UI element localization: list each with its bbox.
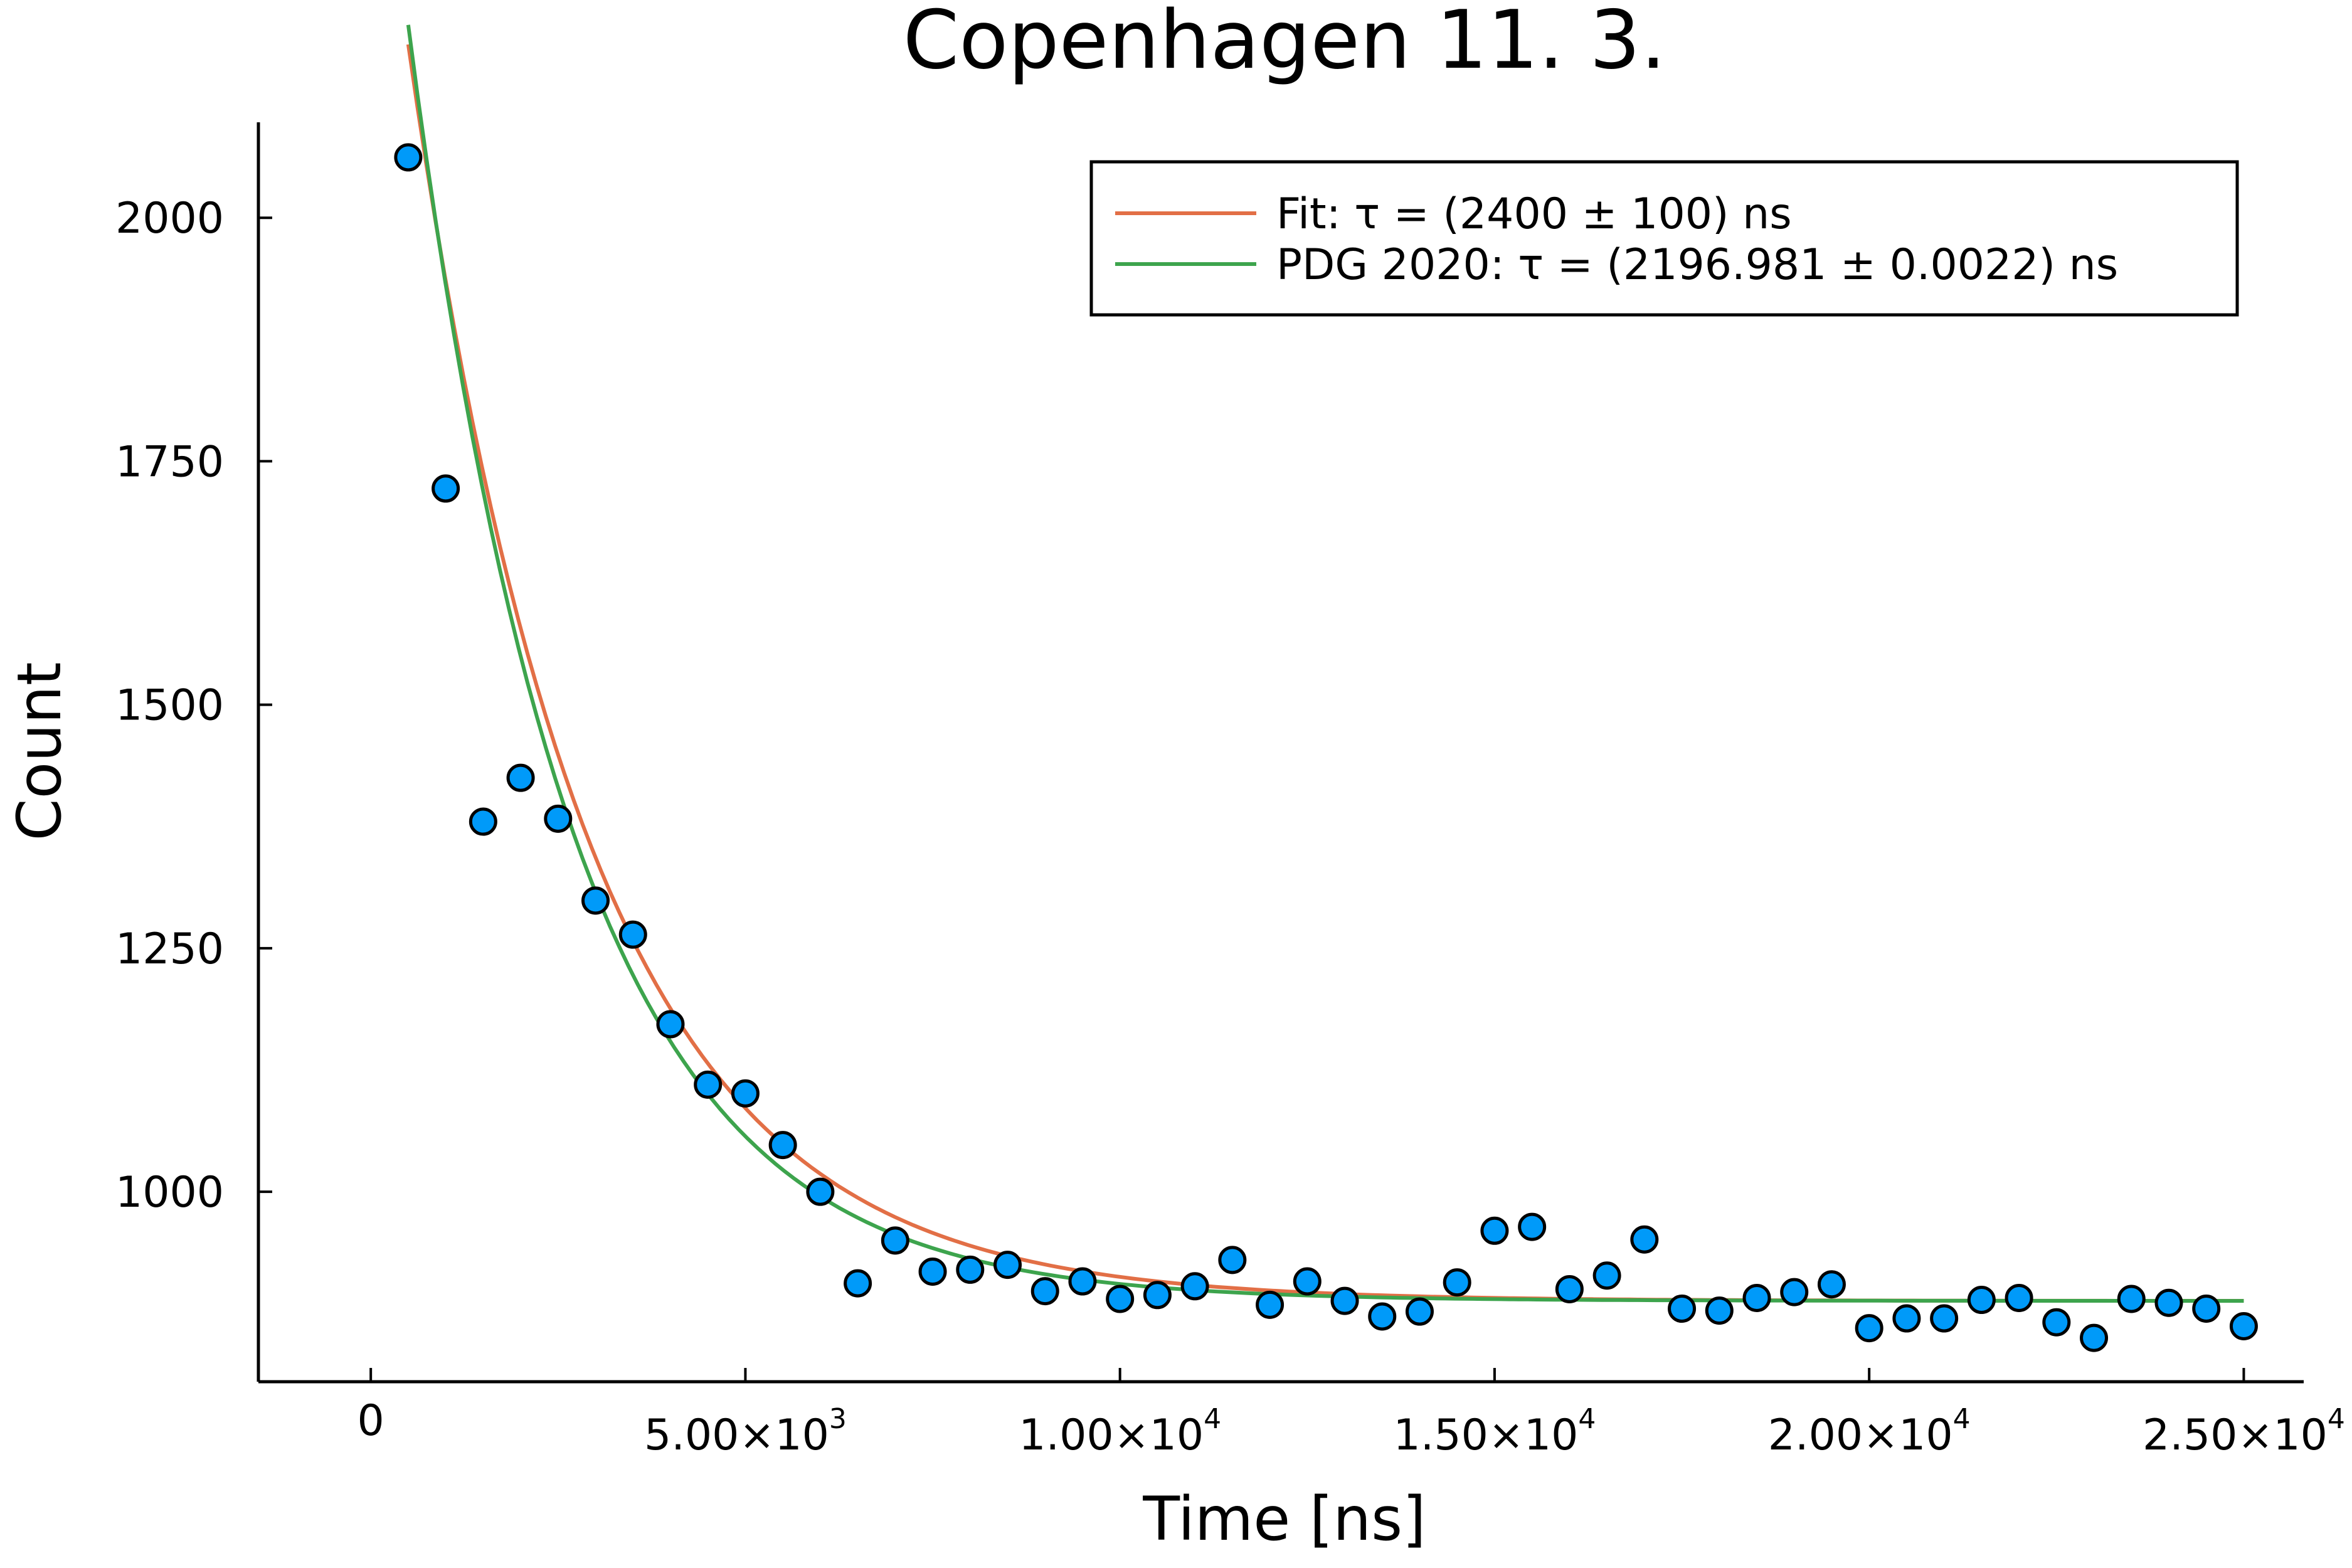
- data-point: [1555, 1274, 1584, 1303]
- data-point: [1668, 1295, 1697, 1323]
- data-point: [918, 1258, 947, 1286]
- y-tick-label: 2000: [115, 194, 224, 243]
- data-point: [2042, 1308, 2071, 1337]
- x-tick-label: 1.00×104: [1019, 1403, 1221, 1460]
- legend-label-fit: Fit: τ = (2400 ± 100) ns: [1276, 189, 1792, 239]
- data-point: [1068, 1267, 1097, 1296]
- data-point: [544, 804, 573, 833]
- x-tick-label: 0: [358, 1396, 384, 1446]
- data-point: [1293, 1267, 1322, 1296]
- plot-area: 0 5.00×103 1.00×104 1.50×104 2.00×104 2.50×10…: [115, 24, 2345, 1460]
- data-point: [956, 1255, 985, 1284]
- data-point: [1106, 1285, 1135, 1313]
- y-tick-label: 1000: [115, 1168, 224, 1217]
- y-tick-label: 1500: [115, 681, 224, 731]
- y-axis-label: Count: [4, 662, 75, 840]
- data-point: [469, 807, 497, 836]
- data-point: [1817, 1270, 1846, 1299]
- data-point: [1180, 1272, 1209, 1301]
- pdg-curve: [406, 24, 2244, 1303]
- data-point: [618, 920, 647, 949]
- x-tick-label: 2.00×104: [1768, 1403, 1971, 1460]
- x-axis-label: Time [ns]: [1142, 1484, 1426, 1554]
- data-point: [2005, 1283, 2033, 1312]
- legend-box: [1089, 160, 2239, 317]
- data-point: [1742, 1283, 1771, 1312]
- data-point: [1143, 1281, 1172, 1310]
- data-point: [506, 763, 535, 792]
- data-point: [1592, 1261, 1621, 1290]
- data-point: [1892, 1304, 1921, 1333]
- data-points: [394, 143, 2258, 1352]
- data-point: [1855, 1314, 1883, 1343]
- data-point: [1405, 1297, 1434, 1326]
- curves: [406, 24, 2244, 1303]
- data-point: [432, 474, 460, 503]
- data-point: [1368, 1302, 1397, 1331]
- x-tick-label: 5.00×103: [644, 1403, 847, 1460]
- data-point: [394, 143, 423, 172]
- data-point: [656, 1010, 685, 1039]
- data-point: [1705, 1296, 1734, 1325]
- x-ticks: 0 5.00×103 1.00×104 1.50×104 2.00×104 2.50×10…: [358, 1368, 2345, 1460]
- chart-title: Copenhagen 11. 3.: [903, 0, 1666, 87]
- data-point: [1930, 1304, 1959, 1333]
- data-point: [1218, 1246, 1247, 1274]
- x-tick-label: 1.50×104: [1393, 1403, 1596, 1460]
- x-tick-label: 2.50×104: [2143, 1403, 2345, 1460]
- data-point: [1630, 1225, 1659, 1254]
- y-ticks: 1000 1250 1500 1750 2000: [115, 194, 272, 1217]
- data-point: [694, 1070, 723, 1099]
- data-point: [1330, 1286, 1359, 1315]
- legend-label-pdg: PDG 2020: τ = (2196.981 ± 0.0022) ns: [1276, 240, 2118, 290]
- data-point: [1030, 1277, 1059, 1306]
- data-point: [844, 1269, 872, 1298]
- y-tick-label: 1250: [115, 924, 224, 974]
- data-point: [993, 1251, 1022, 1279]
- data-point: [1780, 1278, 1809, 1306]
- data-point: [1443, 1268, 1471, 1297]
- data-point: [1518, 1212, 1547, 1241]
- data-point: [1967, 1286, 1996, 1315]
- data-point: [881, 1226, 909, 1255]
- legend: Fit: τ = (2400 ± 100) ns PDG 2020: τ = (…: [1089, 160, 2239, 317]
- y-tick-label: 1750: [115, 437, 224, 487]
- data-point: [2229, 1311, 2258, 1340]
- data-point: [1256, 1290, 1285, 1319]
- data-point: [768, 1131, 797, 1160]
- data-point: [2154, 1288, 2183, 1317]
- data-point: [2080, 1323, 2109, 1352]
- data-point: [581, 886, 610, 915]
- data-point: [2117, 1285, 2146, 1313]
- data-point: [1480, 1216, 1509, 1245]
- data-point: [731, 1079, 760, 1108]
- data-point: [806, 1177, 835, 1206]
- data-point: [2192, 1295, 2221, 1323]
